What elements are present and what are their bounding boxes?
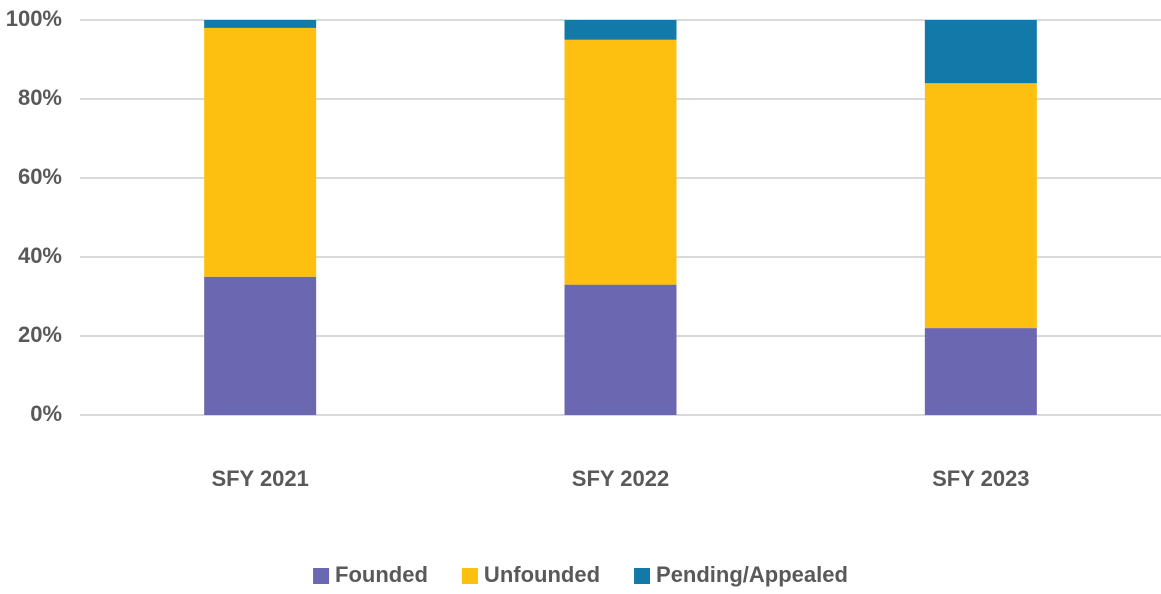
legend-label: Unfounded — [484, 562, 600, 587]
x-tick-label: SFY 2022 — [572, 466, 669, 491]
bar-segment — [564, 20, 677, 40]
bar-segment — [924, 20, 1037, 84]
y-tick-label: 80% — [18, 85, 62, 110]
y-tick-label: 100% — [6, 6, 62, 31]
legend-swatch — [461, 568, 478, 584]
bar-segment — [924, 83, 1037, 329]
legend-swatch — [634, 568, 651, 584]
legend-label: Founded — [335, 562, 428, 587]
y-tick-label: 20% — [18, 322, 62, 347]
bar-segment — [924, 328, 1037, 415]
y-tick-label: 60% — [18, 164, 62, 189]
x-tick-label: SFY 2021 — [211, 466, 308, 491]
legend-swatch — [313, 568, 330, 584]
y-tick-label: 0% — [30, 401, 62, 426]
bar-segment — [564, 284, 677, 415]
x-tick-label: SFY 2023 — [932, 466, 1029, 491]
bar-segment — [204, 20, 317, 28]
y-tick-label: 40% — [18, 243, 62, 268]
legend-label: Pending/Appealed — [656, 562, 848, 587]
legend: Founded Unfounded Pending/Appealed — [313, 562, 848, 587]
bar-segment — [564, 39, 677, 285]
bar-segment — [204, 276, 317, 415]
bar-segment — [204, 27, 317, 277]
